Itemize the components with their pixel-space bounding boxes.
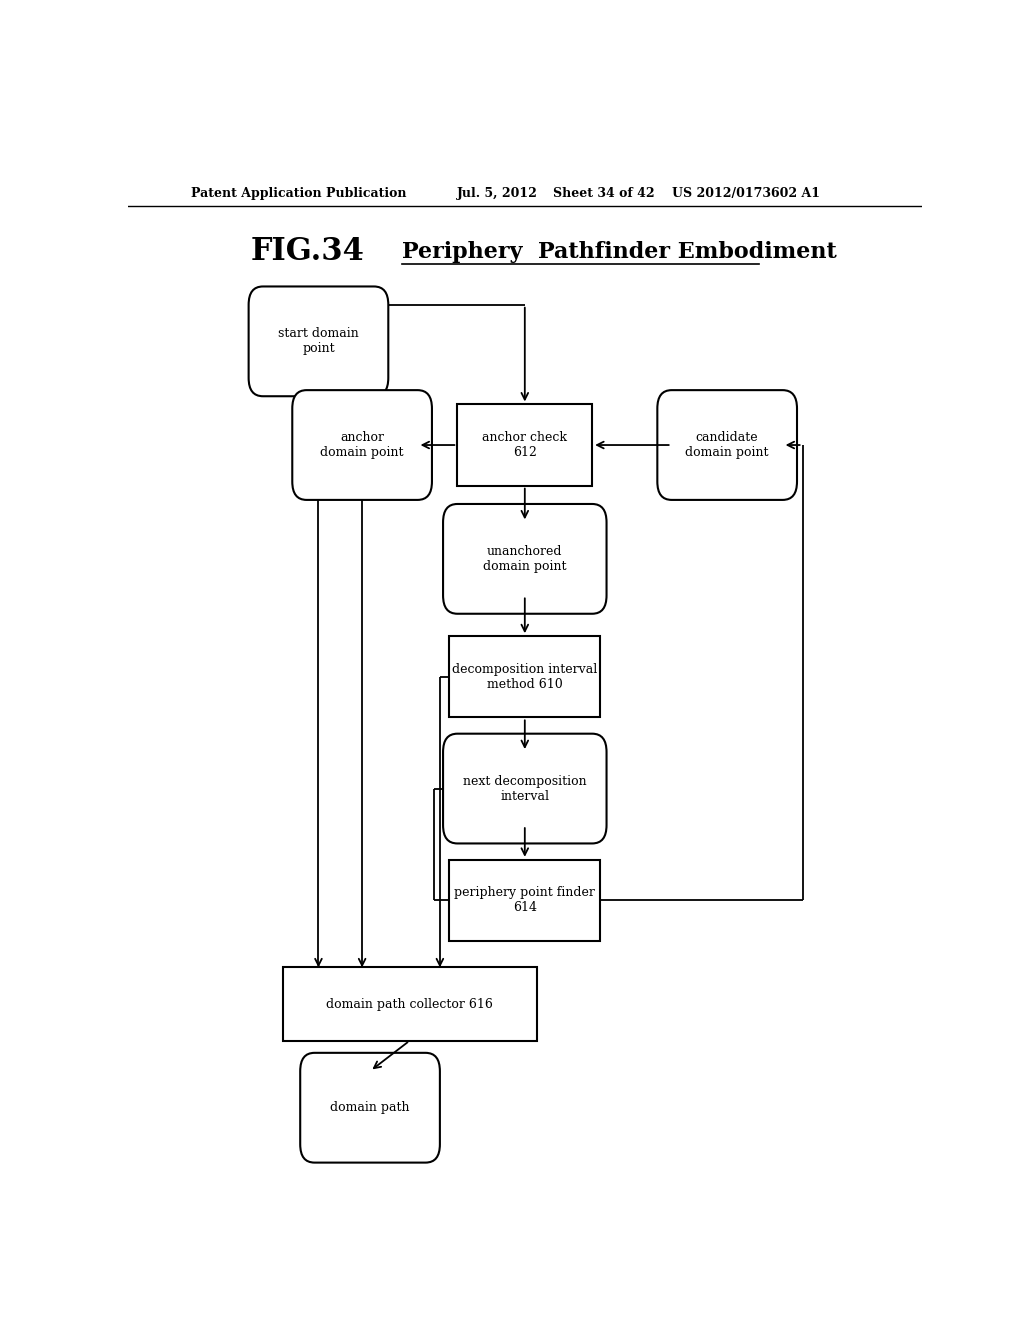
Text: domain path: domain path (331, 1101, 410, 1114)
FancyBboxPatch shape (292, 391, 432, 500)
Bar (458, 404, 592, 486)
Text: unanchored
domain point: unanchored domain point (483, 545, 566, 573)
Text: domain path collector 616: domain path collector 616 (327, 998, 494, 1011)
Bar (450, 859, 600, 941)
Text: US 2012/0173602 A1: US 2012/0173602 A1 (672, 187, 819, 201)
Text: Patent Application Publication: Patent Application Publication (191, 187, 407, 201)
FancyBboxPatch shape (300, 1053, 440, 1163)
Text: anchor check
612: anchor check 612 (482, 432, 567, 459)
Text: decomposition interval
method 610: decomposition interval method 610 (453, 663, 597, 690)
Text: Sheet 34 of 42: Sheet 34 of 42 (553, 187, 654, 201)
Text: periphery point finder
614: periphery point finder 614 (455, 886, 595, 915)
FancyBboxPatch shape (443, 504, 606, 614)
Text: start domain
point: start domain point (279, 327, 358, 355)
Text: Periphery  Pathfinder Embodiment: Periphery Pathfinder Embodiment (401, 242, 837, 263)
Bar (283, 968, 537, 1040)
FancyBboxPatch shape (443, 734, 606, 843)
FancyBboxPatch shape (249, 286, 388, 396)
Bar (450, 636, 600, 718)
Text: anchor
domain point: anchor domain point (321, 432, 403, 459)
Text: Jul. 5, 2012: Jul. 5, 2012 (458, 187, 539, 201)
FancyBboxPatch shape (657, 391, 797, 500)
Text: candidate
domain point: candidate domain point (685, 432, 769, 459)
Text: FIG.34: FIG.34 (251, 236, 365, 268)
Text: next decomposition
interval: next decomposition interval (463, 775, 587, 803)
